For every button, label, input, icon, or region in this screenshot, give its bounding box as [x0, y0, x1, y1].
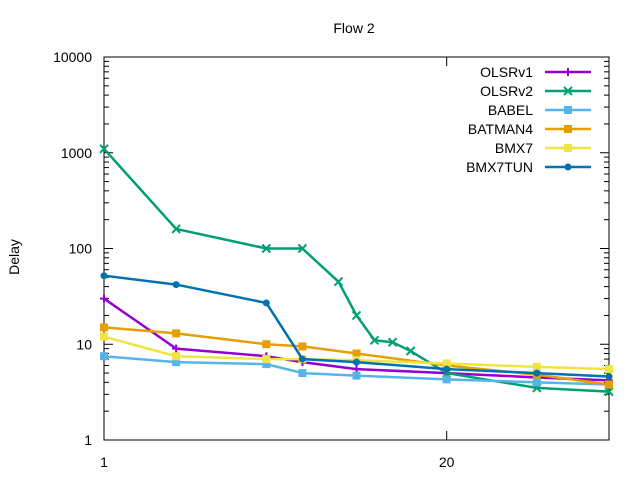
x-tick-label: 1: [100, 454, 108, 470]
data-point: [298, 342, 307, 351]
data-point: [100, 352, 108, 361]
legend-item: BMX7TUN: [466, 159, 591, 175]
data-point: [100, 332, 108, 341]
data-point: [605, 365, 613, 374]
y-axis-label: Delay: [6, 239, 22, 275]
y-tick-label: 100: [69, 241, 93, 257]
data-point: [172, 281, 180, 289]
data-point: [171, 224, 181, 234]
data-point: [333, 276, 344, 287]
legend-label: BATMAN4: [468, 121, 533, 137]
data-point: [352, 371, 361, 380]
data-point: [99, 144, 109, 154]
legend-label: OLSRv2: [480, 83, 533, 99]
legend-label: BMX7TUN: [466, 159, 533, 175]
data-point: [100, 294, 108, 303]
data-point: [262, 355, 271, 364]
legend-item: OLSRv1: [480, 64, 591, 80]
data-point: [297, 243, 308, 254]
data-point: [352, 349, 361, 358]
data-point: [604, 386, 614, 397]
y-tick-label: 1000: [61, 145, 92, 161]
legend-item: OLSRv2: [480, 83, 591, 99]
legend-label: BABEL: [488, 102, 533, 118]
series-olsrv2: [99, 144, 614, 397]
x-tick-label: 20: [439, 454, 455, 470]
data-point: [443, 365, 451, 373]
legend: OLSRv1 OLSRv2 BABEL BATMAN4 BMX7 BMX7TUN: [466, 64, 591, 175]
legend-marker: [564, 106, 572, 114]
data-point: [262, 299, 270, 307]
legend-label: OLSRv1: [480, 64, 533, 80]
legend-marker: [564, 68, 572, 76]
chart-title: Flow 2: [333, 20, 374, 36]
data-point: [353, 358, 360, 366]
data-point: [262, 360, 271, 369]
axis-ticks: 1 10 100 1000 10000 1 20: [53, 49, 609, 470]
data-point: [533, 369, 541, 377]
y-tick-label: 10000: [53, 49, 92, 65]
legend-marker: [563, 86, 573, 96]
data-point: [100, 323, 108, 332]
y-tick-label: 10: [76, 336, 92, 352]
series-bmx7tun: [100, 272, 613, 381]
data-point: [369, 335, 380, 345]
series-group: [99, 144, 614, 397]
data-point: [605, 380, 613, 389]
series-line: [103, 274, 610, 378]
data-point: [262, 340, 271, 349]
series-line: [103, 297, 610, 382]
legend-item: BMX7: [495, 140, 591, 156]
data-point: [351, 310, 362, 321]
legend-marker: [564, 144, 572, 152]
legend-item: BATMAN4: [468, 121, 591, 137]
data-point: [405, 346, 416, 356]
data-point: [172, 344, 181, 353]
legend-label: BMX7: [495, 140, 533, 156]
data-point: [442, 359, 451, 368]
y-tick-label: 1: [84, 432, 92, 448]
series-line: [103, 354, 610, 386]
data-point: [261, 243, 272, 254]
legend-marker: [564, 125, 572, 133]
data-point: [442, 375, 451, 384]
data-point: [605, 373, 613, 381]
data-point: [172, 358, 181, 367]
data-point: [172, 352, 181, 361]
data-point: [387, 337, 398, 347]
data-point: [298, 369, 307, 378]
legend-item: BABEL: [488, 102, 591, 118]
data-point: [172, 329, 181, 338]
data-point: [532, 362, 541, 371]
data-point: [100, 272, 108, 280]
series-line: [103, 147, 610, 393]
legend-marker: [564, 163, 572, 171]
data-point: [298, 355, 306, 363]
data-point: [532, 378, 541, 387]
